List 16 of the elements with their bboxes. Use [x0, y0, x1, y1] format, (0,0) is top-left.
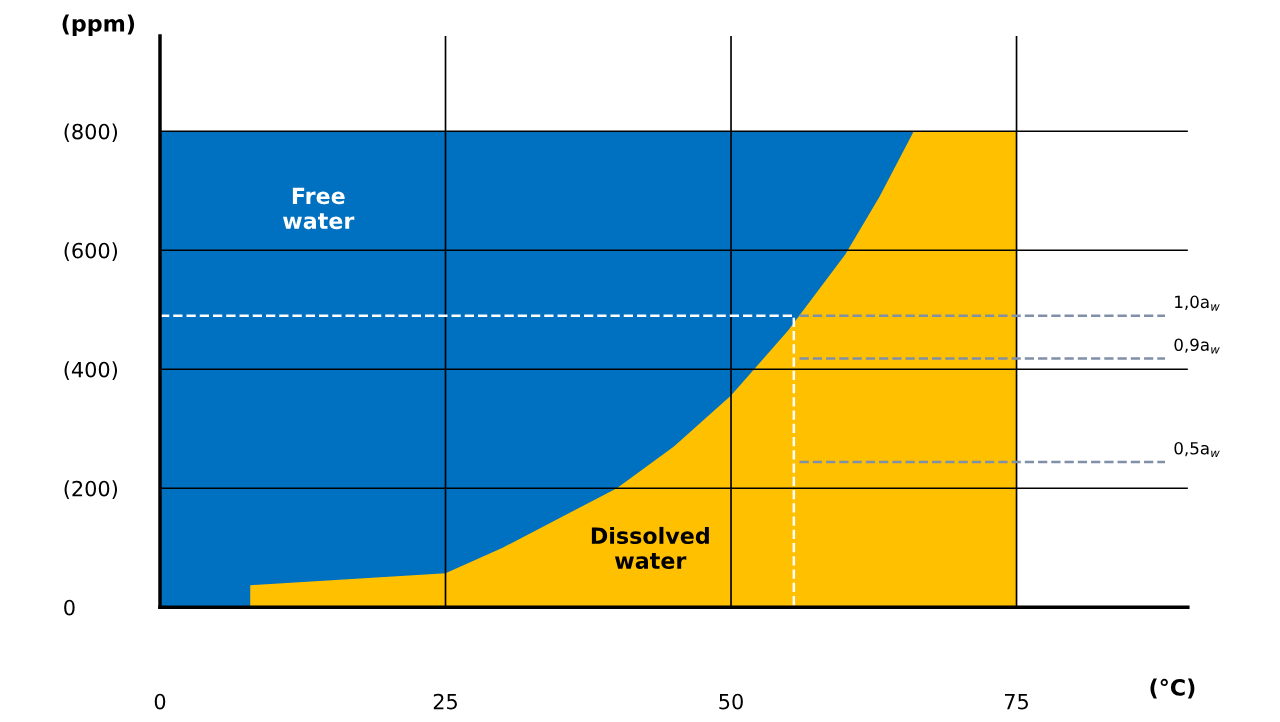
x-axis-title: (°C): [1150, 678, 1195, 699]
series-label: 1,0a$_{w}$: [1175, 295, 1220, 311]
y-tick-label: (200): [64, 480, 118, 499]
x-tick-label: 25: [433, 693, 457, 710]
series-label: 0,9a$_{w}$: [1174, 338, 1220, 354]
y-axis-title: (ppm): [62, 14, 135, 37]
series-label: 0,5a$_{w}$: [1174, 441, 1220, 458]
y-tick-label: 0: [64, 599, 75, 616]
x-tick-label: 50: [719, 693, 743, 710]
x-tick-label: 0: [154, 693, 166, 710]
y-tick-label: (400): [64, 361, 118, 380]
series-label: Free water: [282, 187, 355, 230]
series-label: Dissolved water: [591, 526, 709, 569]
y-tick-label: (800): [64, 123, 118, 142]
y-tick-label: (600): [64, 242, 118, 261]
x-tick-label: 75: [1004, 693, 1028, 710]
